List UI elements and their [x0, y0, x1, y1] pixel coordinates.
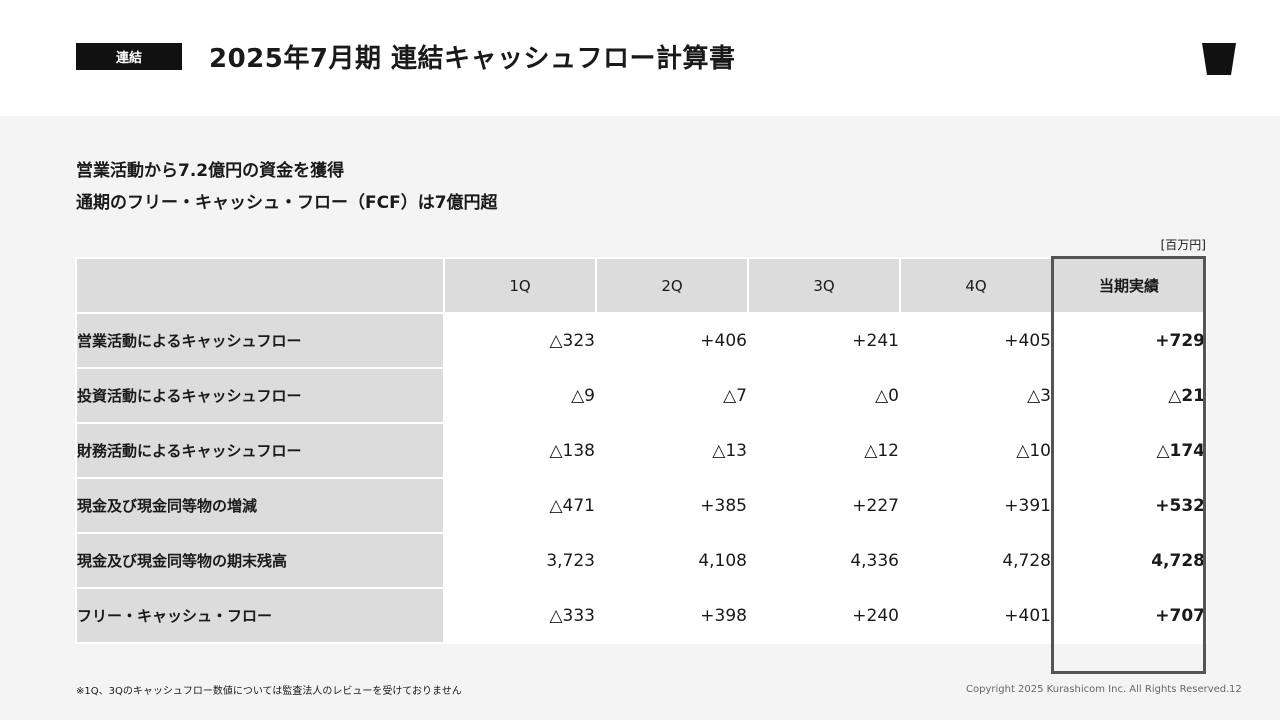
table-cell: 4,108 — [595, 532, 749, 589]
table-cell: +227 — [747, 477, 901, 534]
cash-flow-table: 1Q 2Q 3Q 4Q 当期実績 営業活動によるキャッシュフロー △323 +4… — [75, 257, 1207, 644]
total-cell: +729 — [1051, 312, 1207, 369]
table-cell: +401 — [899, 587, 1053, 644]
table-cell: +398 — [595, 587, 749, 644]
table-cell: △13 — [595, 422, 749, 479]
header-empty-cell — [75, 257, 445, 314]
table-cell: △9 — [443, 367, 597, 424]
page-title: 2025年7月期 連結キャッシュフロー計算書 — [209, 44, 736, 74]
table-cell: +405 — [899, 312, 1053, 369]
table-cell: 3,723 — [443, 532, 597, 589]
table-cell: △3 — [899, 367, 1053, 424]
table-header-row: 1Q 2Q 3Q 4Q 当期実績 — [75, 257, 1207, 314]
table-cell: +406 — [595, 312, 749, 369]
table-cell: △12 — [747, 422, 901, 479]
slide-header: 連結 2025年7月期 連結キャッシュフロー計算書 — [0, 0, 1280, 116]
table-cell: 4,336 — [747, 532, 901, 589]
row-label: 投資活動によるキャッシュフロー — [75, 367, 445, 424]
consolidated-tag: 連結 — [76, 43, 182, 70]
table-cell: +391 — [899, 477, 1053, 534]
row-label: 現金及び現金同等物の期末残高 — [75, 532, 445, 589]
table-cell: △323 — [443, 312, 597, 369]
column-header-total: 当期実績 — [1051, 257, 1207, 314]
table-row: 現金及び現金同等物の増減 △471 +385 +227 +391 +532 — [75, 477, 1207, 534]
column-header: 2Q — [595, 257, 749, 314]
cup-logo-icon — [1202, 43, 1236, 75]
lead-text-2: 通期のフリー・キャッシュ・フロー（FCF）は7億円超 — [76, 193, 498, 213]
total-cell: +707 — [1051, 587, 1207, 644]
table-cell: △7 — [595, 367, 749, 424]
table-cell: △138 — [443, 422, 597, 479]
table-cell: △471 — [443, 477, 597, 534]
table-cell: +241 — [747, 312, 901, 369]
row-label: 財務活動によるキャッシュフロー — [75, 422, 445, 479]
page-number: 12 — [1229, 684, 1242, 695]
lead-text-1: 営業活動から7.2億円の資金を獲得 — [76, 161, 345, 181]
total-cell: +532 — [1051, 477, 1207, 534]
row-label: フリー・キャッシュ・フロー — [75, 587, 445, 644]
total-cell: 4,728 — [1051, 532, 1207, 589]
table-cell: +240 — [747, 587, 901, 644]
table-cell: △333 — [443, 587, 597, 644]
total-cell: △174 — [1051, 422, 1207, 479]
column-header: 4Q — [899, 257, 1053, 314]
table-row: 財務活動によるキャッシュフロー △138 △13 △12 △10 △174 — [75, 422, 1207, 479]
table-row: 営業活動によるキャッシュフロー △323 +406 +241 +405 +729 — [75, 312, 1207, 369]
table-cell: △10 — [899, 422, 1053, 479]
unit-label: [百万円] — [1160, 238, 1206, 252]
table-cell: △0 — [747, 367, 901, 424]
row-label: 現金及び現金同等物の増減 — [75, 477, 445, 534]
copyright: Copyright 2025 Kurashicom Inc. All Right… — [966, 684, 1230, 695]
total-cell: △21 — [1051, 367, 1207, 424]
column-header: 1Q — [443, 257, 597, 314]
table-row: 現金及び現金同等物の期末残高 3,723 4,108 4,336 4,728 4… — [75, 532, 1207, 589]
column-header: 3Q — [747, 257, 901, 314]
footnote: ※1Q、3Qのキャッシュフロー数値については監査法人のレビューを受けておりません — [76, 686, 462, 697]
table-cell: +385 — [595, 477, 749, 534]
table-cell: 4,728 — [899, 532, 1053, 589]
table-row: 投資活動によるキャッシュフロー △9 △7 △0 △3 △21 — [75, 367, 1207, 424]
row-label: 営業活動によるキャッシュフロー — [75, 312, 445, 369]
table-row: フリー・キャッシュ・フロー △333 +398 +240 +401 +707 — [75, 587, 1207, 644]
